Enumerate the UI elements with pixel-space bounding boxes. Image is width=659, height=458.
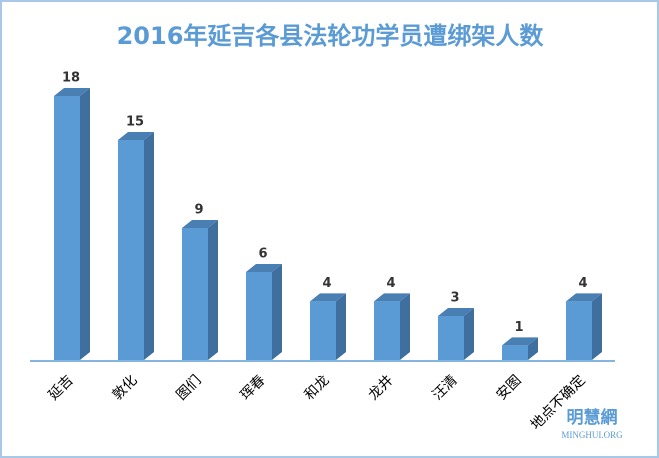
data-label: 6 bbox=[258, 247, 267, 262]
bar bbox=[374, 301, 400, 360]
bar bbox=[246, 272, 272, 360]
bar-top bbox=[502, 337, 538, 346]
bar bbox=[182, 228, 208, 360]
data-label: 15 bbox=[126, 115, 144, 130]
bar-side bbox=[592, 293, 602, 360]
data-label: 1 bbox=[514, 320, 523, 335]
bar-top bbox=[54, 88, 90, 96]
bar-side bbox=[144, 132, 154, 360]
bar bbox=[438, 316, 464, 360]
bar-side bbox=[336, 293, 346, 360]
bar-side bbox=[528, 337, 538, 360]
bar-top bbox=[182, 220, 218, 228]
bar bbox=[310, 301, 336, 360]
watermark: 明慧網 bbox=[567, 407, 618, 428]
data-label: 4 bbox=[322, 276, 331, 291]
bar-top bbox=[374, 293, 410, 302]
chart-title: 2016年延吉各县法轮功学员遭绑架人数 bbox=[117, 22, 545, 50]
bar-side bbox=[464, 308, 474, 360]
bar-top bbox=[118, 132, 154, 140]
watermark-sub: MINGHUI.ORG bbox=[561, 430, 623, 440]
bar-top bbox=[310, 293, 346, 302]
bar bbox=[566, 301, 592, 360]
bar-side bbox=[80, 88, 90, 360]
bar-side bbox=[400, 293, 410, 360]
data-label: 4 bbox=[386, 276, 395, 291]
bar-top bbox=[438, 308, 474, 316]
bar-top bbox=[566, 293, 602, 302]
bar-side bbox=[272, 264, 282, 360]
data-label: 3 bbox=[450, 291, 459, 306]
bar-top bbox=[246, 264, 282, 272]
data-label: 18 bbox=[62, 71, 80, 86]
bar bbox=[54, 96, 80, 360]
bar bbox=[502, 345, 528, 360]
bar-side bbox=[208, 220, 218, 360]
data-label: 4 bbox=[578, 276, 587, 291]
bar bbox=[118, 140, 144, 360]
data-label: 9 bbox=[194, 203, 203, 218]
